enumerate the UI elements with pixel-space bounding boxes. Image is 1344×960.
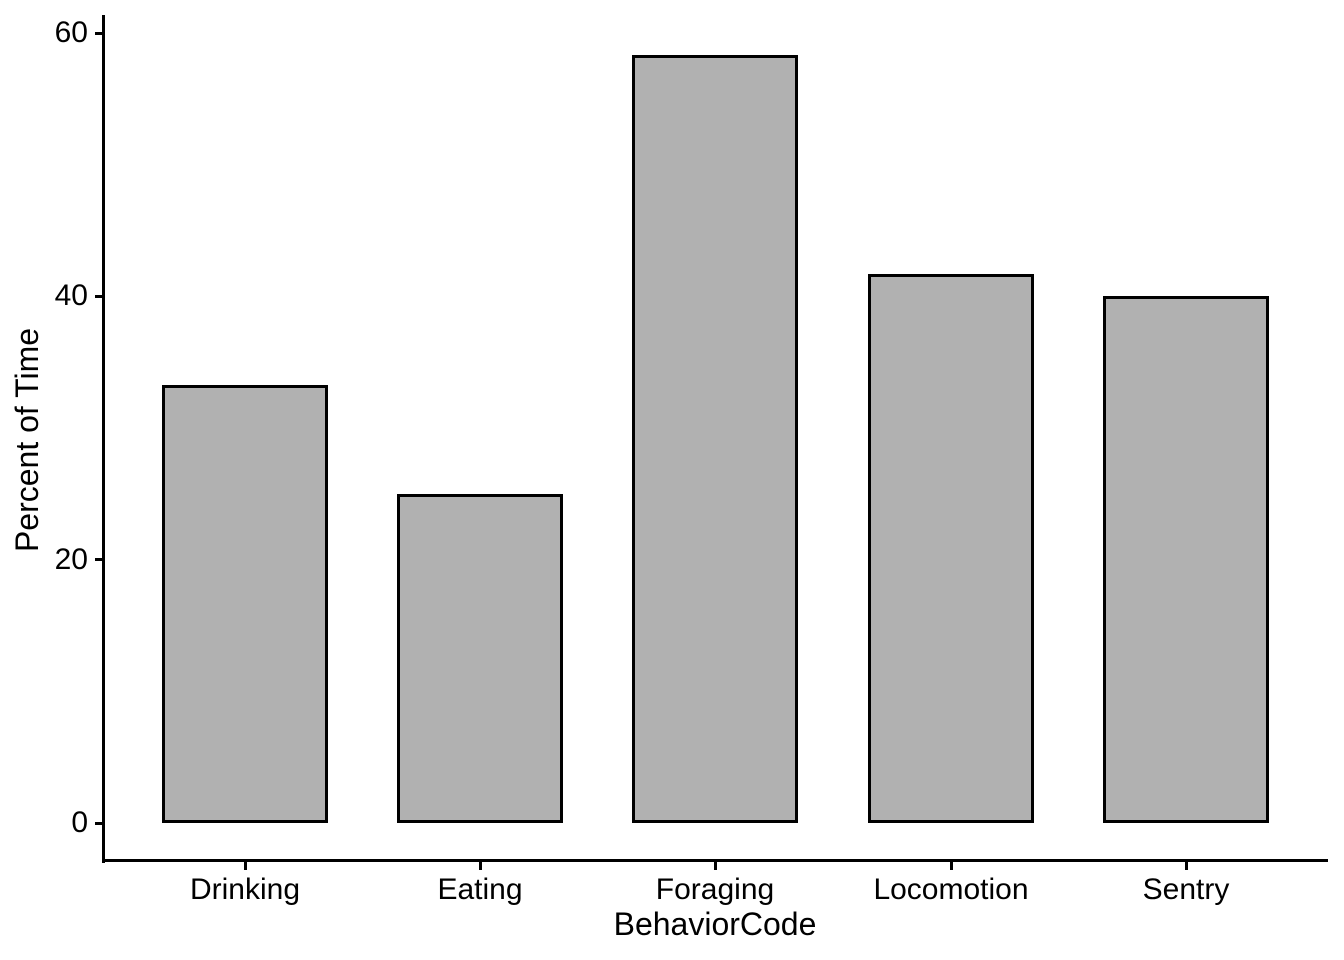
x-tick-label: Drinking bbox=[189, 873, 301, 906]
x-tick-label: Eating bbox=[437, 873, 523, 906]
x-tick-label: Locomotion bbox=[873, 873, 1029, 906]
x-tick-mark bbox=[949, 862, 953, 870]
x-tick-mark bbox=[1184, 862, 1188, 870]
y-axis-line bbox=[102, 15, 105, 863]
x-axis-line bbox=[102, 859, 1328, 862]
y-tick-label: 40 bbox=[54, 279, 88, 313]
bar-sentry bbox=[1103, 296, 1269, 823]
y-tick-mark bbox=[95, 558, 103, 562]
y-tick-mark bbox=[95, 821, 103, 825]
bar-drinking bbox=[162, 384, 328, 823]
bar-eating bbox=[397, 493, 563, 823]
y-tick-mark bbox=[95, 31, 103, 35]
x-tick-mark bbox=[243, 862, 247, 870]
y-tick-label: 0 bbox=[71, 806, 88, 839]
x-tick-mark bbox=[713, 862, 717, 870]
y-tick-mark bbox=[95, 294, 103, 298]
x-axis-title: BehaviorCode bbox=[613, 906, 817, 942]
x-tick-mark bbox=[478, 862, 482, 870]
bar-foraging bbox=[632, 55, 798, 823]
y-tick-label: 60 bbox=[54, 16, 88, 49]
bar-locomotion bbox=[868, 273, 1034, 823]
y-axis-title: Percent of Time bbox=[9, 327, 45, 553]
y-tick-label: 20 bbox=[54, 542, 88, 576]
x-tick-label: Sentry bbox=[1142, 873, 1230, 906]
x-tick-label: Foraging bbox=[655, 873, 775, 906]
